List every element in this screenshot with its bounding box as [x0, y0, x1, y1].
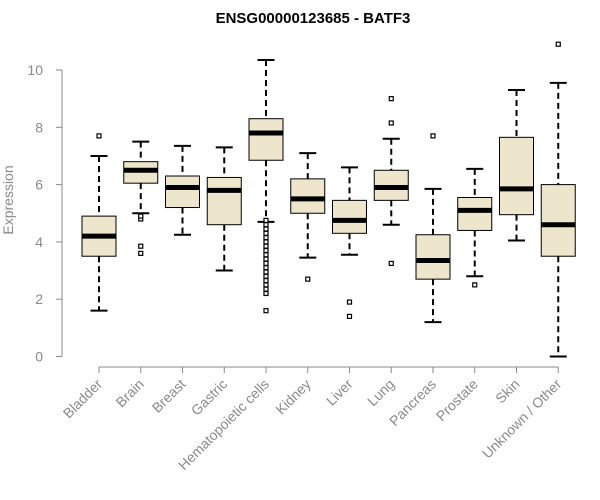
outlier-point [263, 247, 269, 254]
outlier-point [263, 239, 269, 245]
x-tick-label: Kidney [272, 376, 314, 418]
outlier-point [263, 243, 269, 249]
box-iqr [248, 118, 284, 161]
box-pancreas [415, 133, 451, 324]
outlier-point [263, 308, 269, 314]
outlier-point [555, 41, 561, 47]
x-tick-label: Liver [323, 376, 356, 409]
outlier-point [263, 230, 269, 236]
outlier-point [263, 282, 269, 288]
outlier-point [263, 252, 269, 258]
chart-title: ENSG00000123685 - BATF3 [216, 10, 411, 27]
box-kidney [290, 152, 326, 282]
outlier-point [388, 260, 394, 266]
outlier-point [388, 96, 394, 102]
box-iqr [206, 176, 242, 226]
box-iqr [499, 136, 534, 216]
outlier-point [263, 217, 269, 224]
y-tick-label: 0 [35, 349, 43, 365]
outlier-point [430, 133, 436, 139]
x-tick-label: Breast [149, 376, 189, 416]
box-gastric [206, 146, 242, 272]
outlier-point [305, 276, 311, 282]
outlier-point [263, 256, 269, 262]
outlier-point [388, 120, 394, 126]
y-axis-ticks: 0 2 4 6 8 10 [27, 62, 62, 365]
outlier-point [138, 250, 144, 256]
outlier-point [263, 277, 269, 284]
x-tick-label: Unknown / Other [479, 376, 565, 462]
y-tick-label: 4 [35, 234, 43, 250]
y-tick-label: 10 [27, 62, 43, 78]
x-tick-label: Bladder [60, 376, 106, 422]
outlier-point [263, 286, 269, 292]
y-tick-label: 6 [35, 177, 43, 193]
outlier-point [263, 273, 269, 279]
outlier-point [263, 269, 269, 275]
box-iqr [540, 184, 576, 257]
y-tick-label: 8 [35, 119, 43, 135]
x-tick-label: Prostate [433, 376, 481, 424]
box-hematopoietic-cells [248, 58, 284, 314]
y-axis-label: Expression [0, 165, 16, 234]
outlier-point [472, 282, 478, 288]
box-brain [123, 140, 159, 256]
outlier-point [346, 299, 353, 305]
box-bladder [81, 133, 117, 312]
outlier-point [138, 213, 144, 219]
box-breast [165, 144, 200, 236]
outlier-point [263, 235, 269, 241]
box-iqr [290, 178, 326, 214]
outlier-point [138, 243, 144, 249]
outlier-point [263, 290, 269, 297]
box-lung [373, 96, 409, 266]
box-iqr [415, 234, 451, 280]
box-skin [499, 89, 534, 242]
x-tick-label: Skin [492, 376, 523, 407]
outlier-point [96, 133, 102, 139]
outlier-point [346, 313, 353, 319]
box-liver [332, 166, 367, 319]
box-series [81, 41, 576, 358]
x-tick-label: Brain [112, 376, 146, 410]
box-iqr [457, 196, 493, 231]
y-tick-label: 2 [35, 291, 43, 307]
box-iqr [165, 175, 200, 209]
outlier-point [263, 260, 269, 266]
x-tick-label: Lung [364, 376, 397, 409]
outlier-point [263, 226, 269, 232]
box-unknown-other [540, 41, 576, 358]
box-prostate [457, 167, 493, 288]
box-iqr [332, 199, 367, 234]
outlier-point [263, 222, 269, 228]
outlier-point [263, 265, 269, 271]
